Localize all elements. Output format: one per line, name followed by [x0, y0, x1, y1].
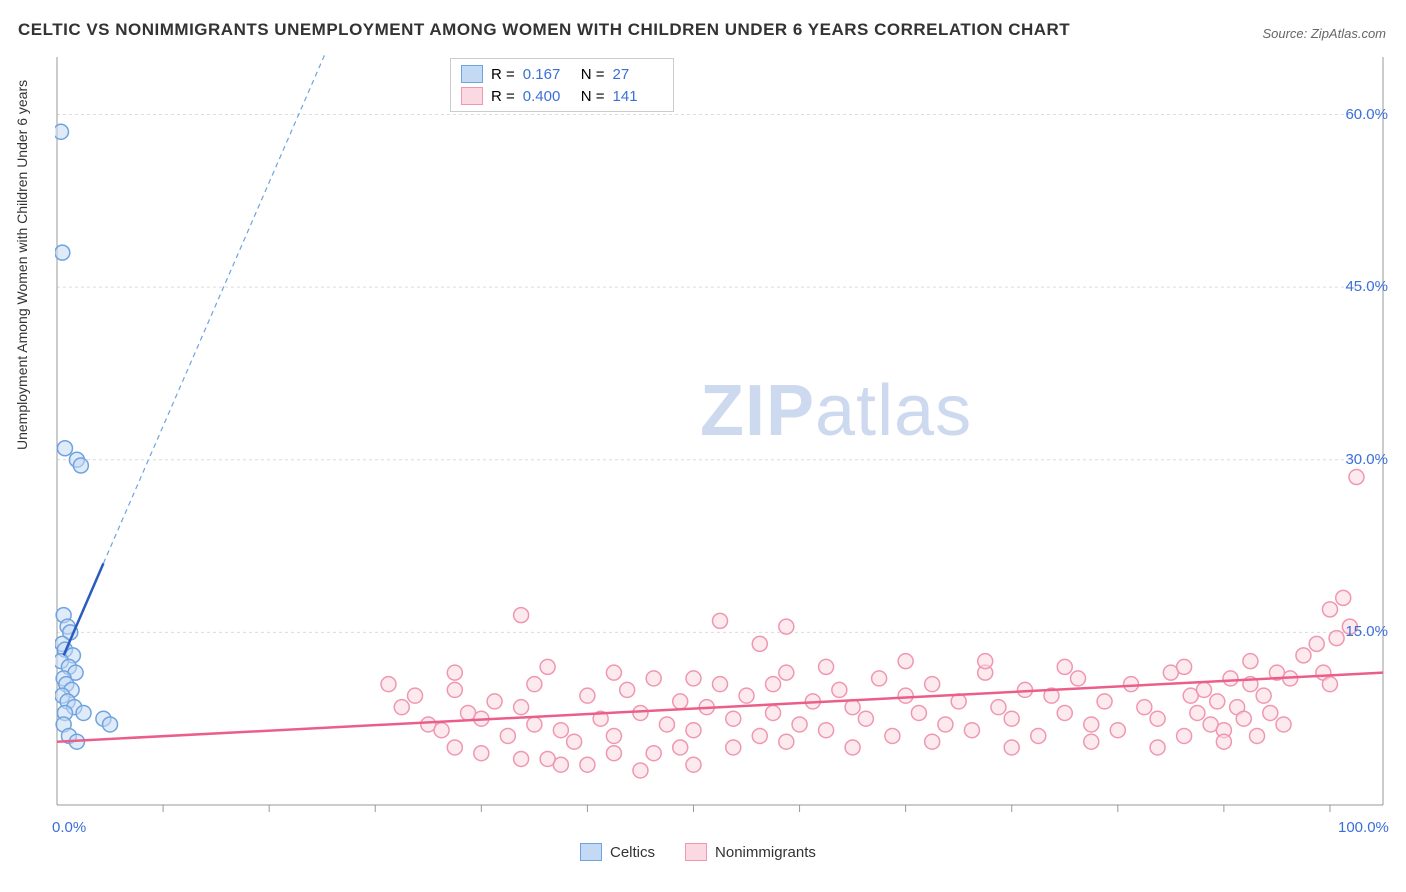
y-tick-label: 60.0% [1345, 106, 1388, 123]
y-axis-label: Unemployment Among Women with Children U… [14, 80, 30, 450]
stat-n-value: 141 [613, 88, 663, 105]
series-legend: Celtics Nonimmigrants [580, 843, 816, 861]
y-tick-label: 15.0% [1345, 623, 1388, 640]
stats-legend-row: R = 0.167 N = 27 [461, 63, 663, 85]
stat-n-label: N = [581, 88, 605, 105]
stat-n-label: N = [581, 66, 605, 83]
stat-r-label: R = [491, 88, 515, 105]
chart-plot-area [55, 55, 1385, 825]
legend-swatch [461, 65, 483, 83]
chart-title: CELTIC VS NONIMMIGRANTS UNEMPLOYMENT AMO… [18, 20, 1070, 40]
stats-legend-row: R = 0.400 N = 141 [461, 85, 663, 107]
x-tick-label: 0.0% [52, 819, 86, 836]
stat-r-value: 0.167 [523, 66, 573, 83]
y-tick-label: 45.0% [1345, 278, 1388, 295]
legend-item: Celtics [580, 843, 655, 861]
legend-label: Celtics [610, 844, 655, 861]
legend-item: Nonimmigrants [685, 843, 816, 861]
x-tick-label: 100.0% [1338, 819, 1389, 836]
source-label: Source: ZipAtlas.com [1262, 26, 1386, 41]
stat-r-label: R = [491, 66, 515, 83]
legend-swatch [580, 843, 602, 861]
stats-legend: R = 0.167 N = 27 R = 0.400 N = 141 [450, 58, 674, 112]
scatter-chart [55, 55, 1385, 825]
legend-label: Nonimmigrants [715, 844, 816, 861]
legend-swatch [685, 843, 707, 861]
stat-n-value: 27 [613, 66, 663, 83]
legend-swatch [461, 87, 483, 105]
y-tick-label: 30.0% [1345, 451, 1388, 468]
stat-r-value: 0.400 [523, 88, 573, 105]
